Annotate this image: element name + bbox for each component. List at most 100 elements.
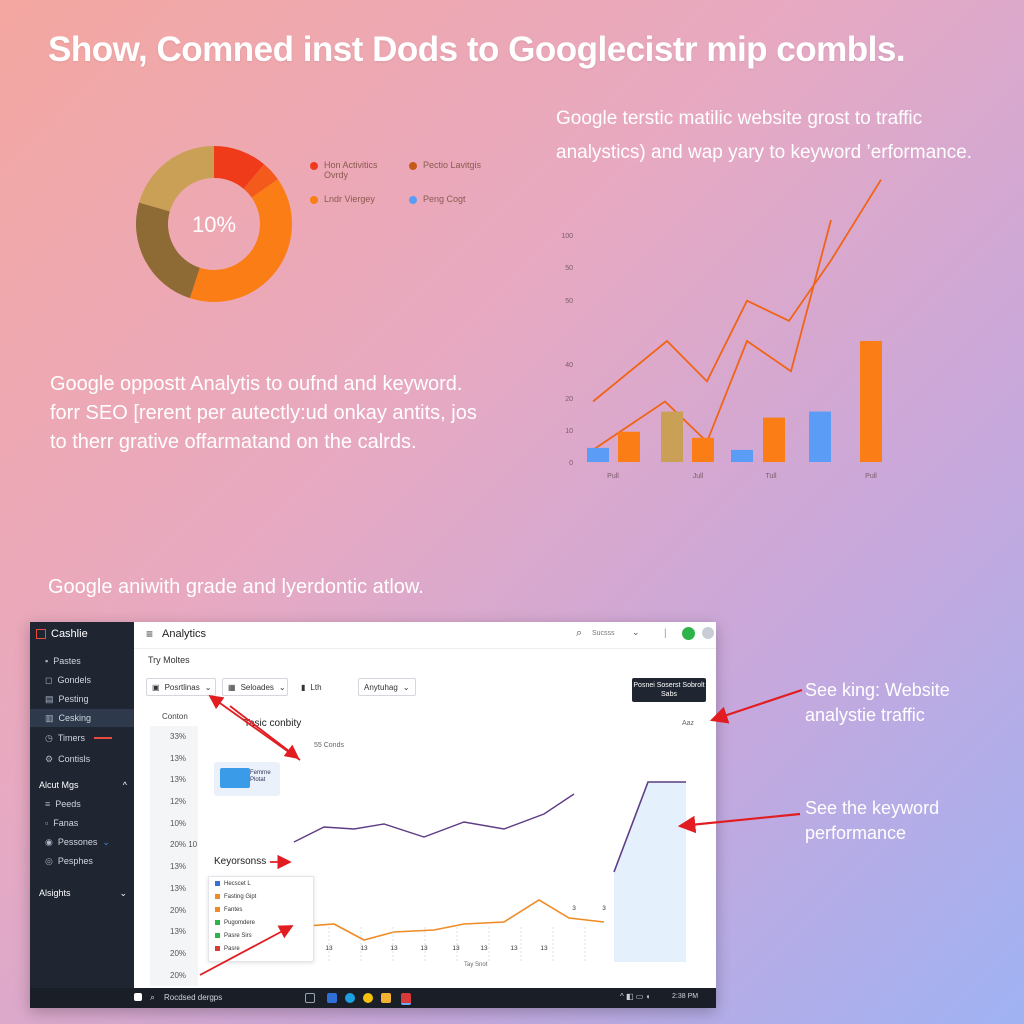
card-thumbnail (220, 768, 250, 788)
line-series-top (293, 793, 575, 843)
page-title: Analytics (162, 628, 207, 640)
table-cell[interactable]: 20% (170, 905, 187, 915)
point-label: 3 (572, 905, 576, 912)
callout-traffic: See king: Website analystie traffic (805, 680, 950, 725)
sidebar-item-pessones[interactable]: ◉ Pessones ⌄ (45, 836, 110, 848)
chevron-down-icon[interactable]: ⌄ (632, 627, 640, 637)
primary-button[interactable]: Posnei Soserst Sobrolt Sabs (632, 678, 706, 702)
preview-card[interactable]: Femrne Plotat (214, 762, 280, 796)
tooltip-item[interactable]: Fantes (209, 903, 313, 916)
table-cell[interactable]: 20% (170, 948, 187, 958)
chrome-icon[interactable] (363, 993, 373, 1003)
y-tick-label: 40 (565, 362, 573, 369)
app-icon[interactable] (401, 993, 411, 1005)
tooltip-item[interactable]: Pasre Sirs (209, 929, 313, 942)
avatar[interactable] (702, 627, 714, 639)
sidebar-item-fanas[interactable]: ▫ Fanas (45, 818, 79, 828)
windows-start-icon[interactable] (134, 993, 142, 1001)
tooltip-item[interactable]: Pugomdere (209, 916, 313, 929)
donut-slice (189, 179, 292, 302)
filter-dropdown-1[interactable]: ▣ Posrtlinas ⌄ (146, 678, 216, 696)
table-cell[interactable]: 10% (170, 818, 187, 828)
taskview-icon[interactable] (305, 993, 315, 1003)
sidebar-footer-section[interactable]: Alsights ⌄ (39, 888, 127, 898)
bar (860, 341, 882, 462)
sidebar-item-cesking[interactable]: ▥ Cesking (30, 709, 134, 727)
section-subtitle: 55 Conds (314, 742, 344, 749)
sidebar-section-header[interactable]: Alcut Mgs ^ (39, 780, 127, 790)
search-text[interactable]: Sucsss (592, 630, 615, 637)
section-title: Tasic conbity (244, 718, 302, 729)
tray-icons[interactable]: ^ ◧ ▭ ◖ (620, 992, 651, 1001)
y-tick-label: 20 (565, 396, 573, 403)
legend-item: Hon Activitics Ovrdy (310, 160, 391, 180)
tooltip-item[interactable]: Hecscet L (209, 877, 313, 890)
line-series-bottom (293, 899, 605, 941)
table-cell[interactable]: 20% (170, 970, 187, 980)
filter-dropdown-2[interactable]: ▦ Seloades ⌄ (222, 678, 288, 696)
tooltip-item[interactable]: Pasre (209, 942, 313, 955)
filter-dropdown-3[interactable]: ▮ Lth (296, 678, 352, 696)
divider-icon: | (664, 628, 667, 639)
table-cell[interactable]: 33% (170, 732, 187, 741)
explorer-icon[interactable] (327, 993, 337, 1003)
sidebar-item-pesphes[interactable]: ◎ Pesphes (45, 855, 93, 867)
chevron-up-icon: ^ (122, 780, 127, 790)
table-header[interactable]: Conton (162, 712, 188, 721)
sidebar-item-pastes[interactable]: ▪ Pastes (45, 656, 81, 666)
point-label: 13 (480, 945, 488, 952)
menu-icon[interactable]: ≡ (146, 627, 154, 641)
bar (618, 431, 640, 462)
filter-dropdown-4[interactable]: Anytuhag ⌄ (358, 678, 416, 696)
files-icon[interactable] (381, 993, 391, 1003)
taskbar-search-text[interactable]: Rocdsed dergps (164, 993, 223, 1002)
area-fill (614, 782, 686, 962)
y-tick-label: 10 (565, 428, 573, 435)
legend-item: Peng Cogt (409, 194, 490, 204)
point-label: 3 (602, 905, 606, 912)
table-cell[interactable]: 13% (170, 862, 187, 872)
chart-corner-label: Aaz (682, 720, 695, 727)
x-tick-label: Pull (865, 473, 877, 480)
notification-icon[interactable] (682, 627, 695, 640)
point-label: 13 (390, 945, 398, 952)
home-icon: ▪ (45, 656, 49, 666)
search-icon[interactable]: ⌕ (576, 627, 583, 639)
edge-icon[interactable] (345, 993, 355, 1003)
y-tick-label: 50 (565, 265, 573, 272)
table-cell[interactable]: 20% 10 (170, 840, 198, 850)
value-column: 33% 13% 13% 12% 10% 20% 10 13% 13% 20% 13% 20% 20% (150, 726, 198, 987)
active-indicator (94, 737, 113, 739)
sidebar: Cashlie ▪ Pastes ◻ Gondels ▤ Pesting ▥ Ceski… (30, 622, 134, 988)
table-cell[interactable]: 13% (170, 775, 187, 785)
bar (587, 447, 609, 462)
sidebar-item-peeds[interactable]: ≡ Peeds (45, 799, 81, 809)
chevron-down-icon: ⌄ (102, 836, 110, 847)
tooltip-item[interactable]: Fasting Gipt (209, 890, 313, 903)
list-icon: ▥ (45, 712, 54, 723)
sidebar-item-gondels[interactable]: ◻ Gondels (45, 674, 92, 686)
donut-legend: Hon Activitics Ovrdy Pectio Lavitgis Lnd… (310, 160, 490, 218)
y-tick-label: 100 (561, 233, 573, 240)
users-icon: ◉ (45, 836, 53, 847)
table-cell[interactable]: 13% (170, 927, 187, 937)
color-swatch-icon (215, 933, 220, 938)
table-cell[interactable]: 13% (170, 753, 187, 763)
bar (763, 417, 785, 462)
sidebar-item-contisls[interactable]: ⚙ Contisls (45, 753, 91, 765)
analytics-window: Cashlie ▪ Pastes ◻ Gondels ▤ Pesting ▥ Ceski… (30, 622, 716, 1008)
sidebar-item-pesting[interactable]: ▤ Pesting (45, 693, 89, 705)
clock-icon: ◷ (45, 732, 53, 743)
table-cell[interactable]: 12% (170, 797, 187, 807)
sidebar-item-timers[interactable]: ◷ Timers (30, 729, 134, 747)
taskbar-search-icon[interactable]: ⌕ (150, 992, 156, 1002)
traffic-combo-chart: 0 10 20 40 50 50 100 Pull Jull Tull Pull (561, 179, 882, 480)
series-line-2 (592, 219, 832, 451)
page-headline: Show, Comned inst Dods to Googlecistr mi… (48, 30, 906, 69)
point-label: 13 (540, 945, 548, 952)
feed-icon: ≡ (45, 799, 51, 809)
card-label: Femrne Plotat (250, 770, 271, 783)
breadcrumb[interactable]: Try Moltes (148, 655, 190, 665)
people-icon: ◎ (45, 855, 53, 866)
table-cell[interactable]: 13% (170, 883, 187, 893)
